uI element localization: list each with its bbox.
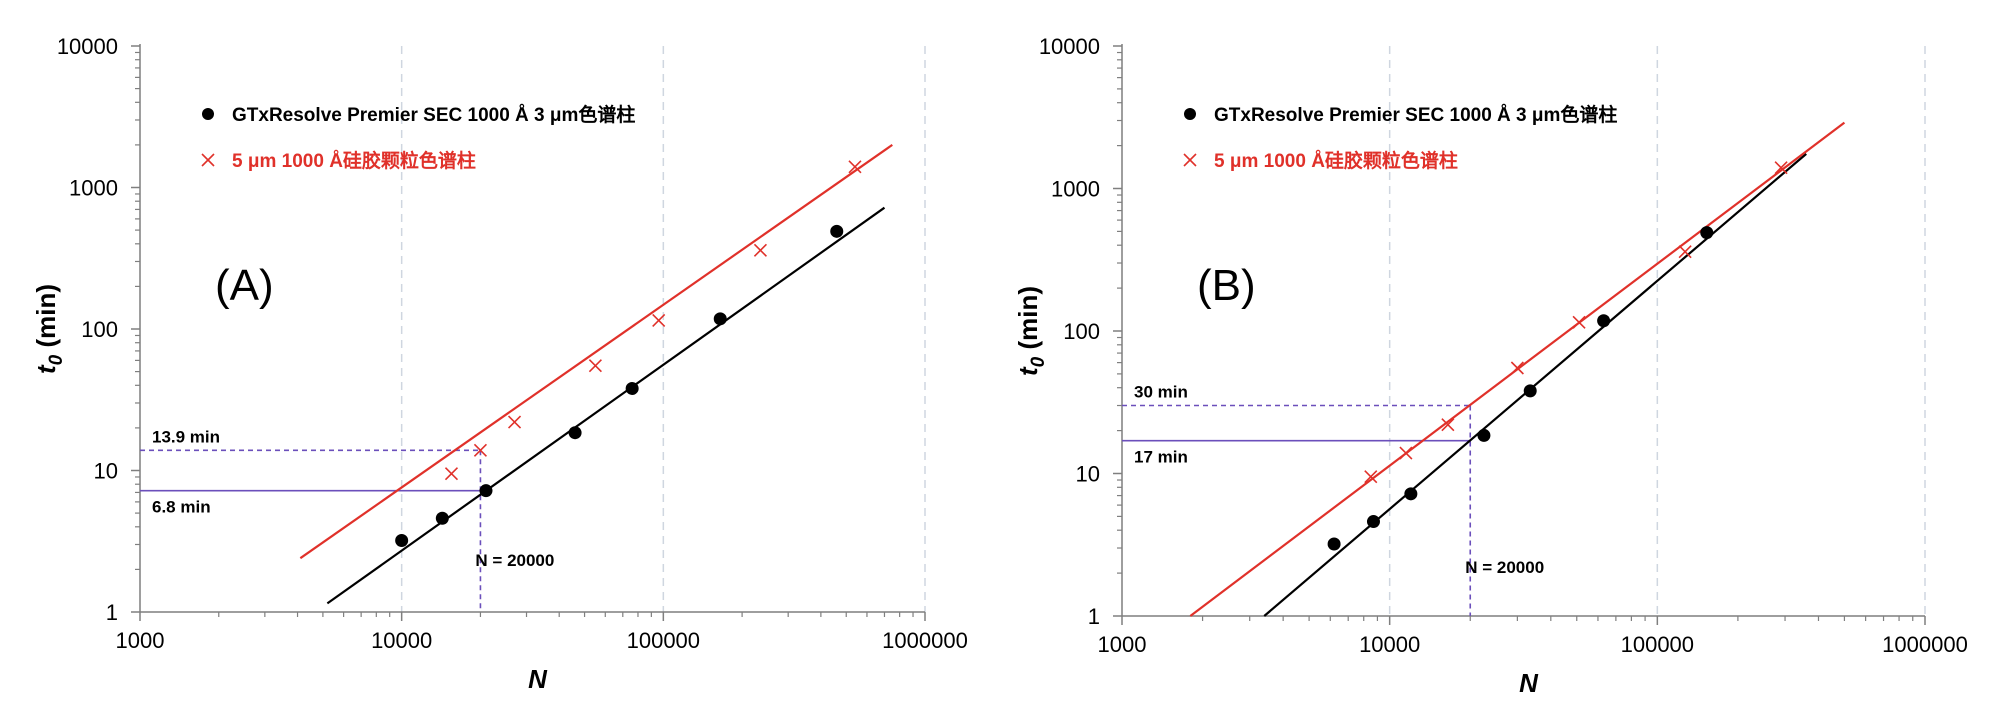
legend-label: 5 μm 1000 Å硅胶颗粒色谱柱	[232, 149, 476, 172]
x-tick-label: 10000	[371, 628, 432, 653]
fit-line-red	[299, 144, 893, 560]
y-tick-label: 1000	[69, 176, 118, 201]
legend-marker-stroke	[1183, 153, 1197, 167]
legend-marker-circle	[202, 108, 214, 120]
data-point	[1774, 161, 1788, 175]
reference-hline-label: 30 min	[1134, 383, 1188, 402]
data-point-stroke	[848, 160, 862, 174]
data-point-stroke	[1774, 161, 1788, 175]
x-axis-title: N	[528, 664, 548, 694]
y-tick-label: 100	[1063, 319, 1100, 344]
fit-line-black	[326, 206, 886, 605]
data-point-stroke	[588, 359, 602, 373]
data-point-stroke	[1572, 315, 1586, 329]
data-point	[1327, 537, 1341, 551]
reference-vline-label: N = 20000	[475, 551, 554, 570]
data-point	[848, 160, 862, 174]
legend-label: GTxResolve Premier SEC 1000 Å 3 μm色谱柱	[232, 103, 635, 126]
data-point	[1678, 245, 1692, 259]
y-axis-title-unit: (min)	[1013, 286, 1043, 357]
reference-vline-label: N = 20000	[1465, 558, 1544, 577]
x-tick-label: 1000000	[882, 628, 968, 653]
x-tick-label: 100000	[627, 628, 700, 653]
legend-marker-x	[1183, 153, 1197, 167]
data-point	[713, 312, 727, 326]
panel-label: (A)	[215, 261, 274, 310]
y-axis-title: t0 (min)	[1013, 286, 1049, 376]
y-tick-label: 10	[1076, 462, 1100, 487]
y-axis-title-main: t	[1013, 366, 1043, 376]
data-point-stroke	[1399, 446, 1413, 460]
data-point	[444, 467, 459, 481]
chart-panel-a: 1000 10000 100000 1000000 1 10 100 1000 10000 Nt0…	[31, 34, 968, 694]
chart-panel-b: 1000 10000 100000 1000000 1 10 100 1000 10000 Nt0…	[1013, 34, 1968, 698]
data-point-stroke	[1510, 361, 1524, 375]
data-point	[652, 313, 666, 327]
data-point	[1477, 428, 1491, 442]
data-point	[479, 484, 493, 498]
legend-marker-x	[201, 153, 215, 167]
data-point	[1572, 315, 1586, 329]
data-point	[435, 511, 449, 525]
x-tick-label: 1000000	[1882, 632, 1968, 657]
data-point	[1700, 226, 1714, 240]
y-axis-title-sub: 0	[46, 354, 67, 365]
data-point	[1441, 418, 1455, 432]
data-point	[1523, 384, 1537, 398]
data-point	[1510, 361, 1524, 375]
reference-hline-label: 13.9 min	[152, 427, 220, 446]
x-tick-label: 100000	[1621, 632, 1694, 657]
data-point	[1366, 515, 1380, 529]
data-point	[753, 243, 767, 257]
y-tick-label: 10000	[1039, 34, 1100, 59]
data-point	[1597, 314, 1611, 328]
data-point	[1399, 446, 1413, 460]
y-tick-label: 1	[1088, 604, 1100, 629]
legend-label: 5 μm 1000 Å硅胶颗粒色谱柱	[1214, 149, 1458, 172]
y-tick-label: 1000	[1051, 177, 1100, 202]
data-point-stroke	[753, 243, 767, 257]
y-axis-title-unit: (min)	[31, 284, 61, 355]
data-point	[395, 534, 409, 548]
data-point	[1404, 487, 1418, 501]
y-tick-label: 100	[81, 317, 118, 342]
data-point	[507, 415, 522, 429]
data-point	[568, 426, 582, 440]
panel-label: (B)	[1197, 261, 1256, 310]
data-point-stroke	[1441, 418, 1455, 432]
data-point-stroke	[507, 415, 522, 429]
data-point	[830, 224, 844, 238]
fit-line-red	[1189, 121, 1846, 617]
x-tick-label: 1000	[116, 628, 165, 653]
data-point-stroke	[473, 443, 488, 457]
data-point	[588, 359, 602, 373]
y-axis-title-main: t	[31, 364, 61, 374]
data-point	[625, 381, 639, 395]
data-point-stroke	[1678, 245, 1692, 259]
legend-marker-stroke	[201, 153, 215, 167]
data-point-stroke	[444, 467, 459, 481]
y-axis-title: t0 (min)	[31, 284, 67, 374]
x-tick-label: 10000	[1359, 632, 1420, 657]
data-point-stroke	[652, 313, 666, 327]
fit-line-black	[1263, 153, 1807, 617]
data-point-stroke	[1364, 470, 1378, 484]
reference-hline-label: 17 min	[1134, 448, 1188, 467]
y-axis-title-sub: 0	[1028, 356, 1049, 367]
legend-marker-circle	[1184, 108, 1196, 120]
reference-hline-label: 6.8 min	[152, 498, 211, 517]
legend-label: GTxResolve Premier SEC 1000 Å 3 μm色谱柱	[1214, 103, 1617, 126]
data-point	[1364, 470, 1378, 484]
data-point	[473, 443, 488, 457]
x-tick-label: 1000	[1098, 632, 1147, 657]
y-tick-label: 10	[94, 459, 118, 484]
y-tick-label: 10000	[57, 34, 118, 59]
x-axis-title: N	[1519, 668, 1539, 698]
y-tick-label: 1	[106, 600, 118, 625]
